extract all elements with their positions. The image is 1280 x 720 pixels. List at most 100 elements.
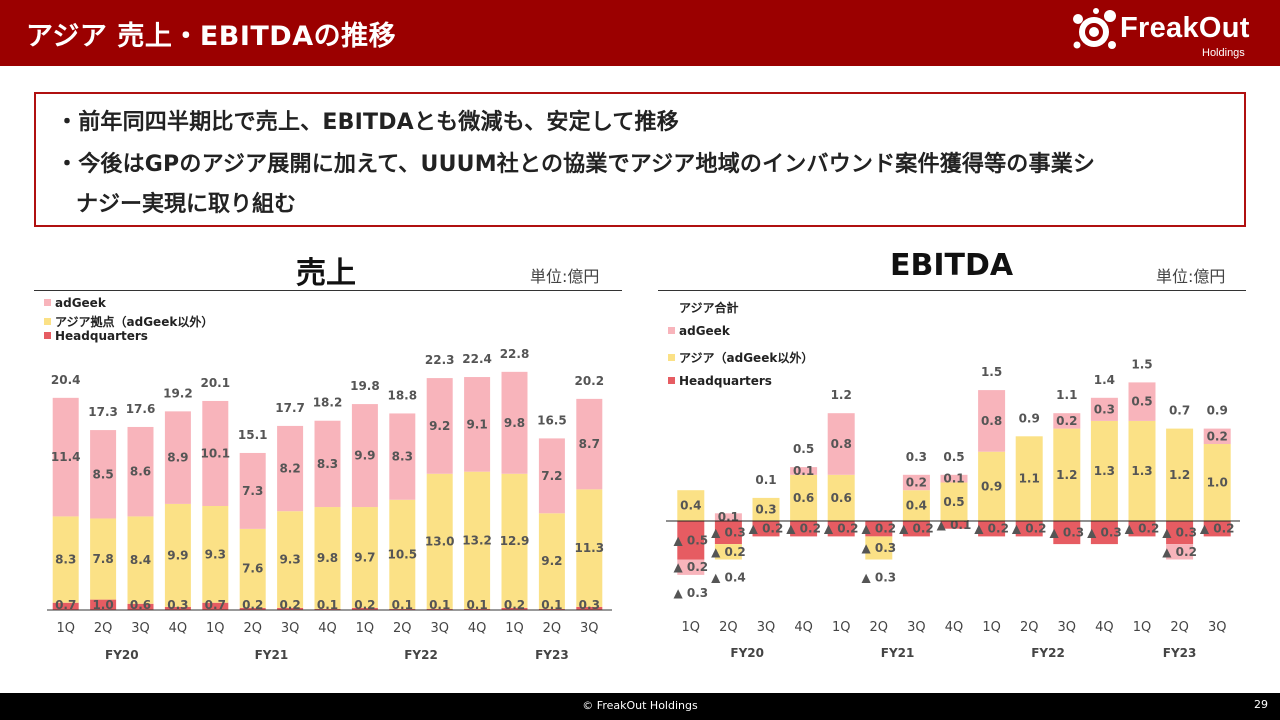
summary-bullet-2-continued: ナジー実現に取り組む <box>76 192 297 217</box>
ebitda-x-tick: 4Q <box>1095 620 1114 635</box>
ebitda-label-asia: 0.4 <box>680 499 701 513</box>
ebitda-bar-asia <box>865 536 893 560</box>
sales-bar-adgeek <box>239 452 266 529</box>
sales-x-tick: 3Q <box>281 621 300 636</box>
sales-label-adgeek: 8.7 <box>579 437 600 451</box>
ebitda-bar-adgeek <box>902 474 930 491</box>
sales-bar-asia <box>90 518 117 600</box>
ebitda-label-asia: 1.2 <box>1056 468 1077 482</box>
sales-label-asia: 9.8 <box>317 551 338 565</box>
sales-label-adgeek: 9.8 <box>504 416 525 430</box>
ebitda-bar-asia <box>1015 436 1043 521</box>
legend-swatch-asia <box>44 318 51 325</box>
sales-label-headquarters: 0.1 <box>466 598 487 612</box>
sales-x-tick: 2Q <box>543 621 562 636</box>
ebitda-label-asia: 0.5 <box>943 495 964 509</box>
ebitda-bar-asia <box>677 490 705 521</box>
ebitda-label-asia: 0.3 <box>755 502 776 516</box>
ebitda-chart-title: EBITDA <box>890 248 1014 283</box>
ebitda-x-tick: 2Q <box>870 620 889 635</box>
ebitda-label-headquarters: ▲ 0.2 <box>1012 522 1047 536</box>
sales-bar-adgeek <box>90 430 117 519</box>
sales-bar-headquarters <box>239 607 266 610</box>
sales-bar-headquarters <box>52 602 79 610</box>
sales-bar-adgeek <box>389 413 416 500</box>
sales-label-asia: 13.2 <box>462 533 492 547</box>
sales-chart: 0.7 8.3 11.4 20.4 1Q 1.0 7.8 8.5 17.3 2Q 0.6 8.4 8.6… <box>47 347 612 662</box>
sales-chart-title: 売上 <box>296 256 356 291</box>
ebitda-label-asia: ▲ 0.2 <box>711 545 746 559</box>
sales-label-total: 22.4 <box>462 352 492 366</box>
ebitda-label-total: ▲ 0.4 <box>711 571 746 585</box>
ebitda-label-asia: 0.9 <box>981 479 1002 493</box>
sales-label-total: 17.7 <box>275 401 305 415</box>
sales-x-tick: 2Q <box>243 621 262 636</box>
sales-bar-asia <box>538 513 565 609</box>
sales-label-headquarters: 0.1 <box>392 598 413 612</box>
ebitda-label-asia: 1.0 <box>1207 476 1228 490</box>
ebitda-bar-headquarters <box>1166 521 1194 545</box>
sales-bar-adgeek <box>164 411 191 504</box>
ebitda-bar-adgeek <box>790 467 818 475</box>
ebitda-label-adgeek: 0.1 <box>793 464 814 478</box>
sales-unit-label: 単位:億円 <box>530 267 600 286</box>
ebitda-fiscal-year-label: FY20 <box>730 646 764 660</box>
ebitda-bar-asia <box>978 451 1006 521</box>
sales-bar-asia <box>501 473 528 608</box>
sales-label-headquarters: 1.0 <box>92 598 113 612</box>
page-title: アジア 売上・EBITDAの推移 <box>26 21 397 52</box>
ebitda-x-tick: 2Q <box>1170 620 1189 635</box>
ebitda-label-adgeek: ▲ 0.2 <box>673 560 708 574</box>
legend-swatch-headquarters <box>44 332 51 339</box>
company-logo: FreakOut Holdings <box>1068 5 1268 62</box>
sales-label-total: 18.8 <box>387 388 417 402</box>
sales-label-headquarters: 0.3 <box>167 598 188 612</box>
sales-label-headquarters: 0.7 <box>55 598 76 612</box>
legend-label: adGeek <box>55 296 106 310</box>
ebitda-bar-asia <box>1166 428 1194 521</box>
sales-label-total: 17.3 <box>88 405 118 419</box>
legend-swatch-adgeek <box>44 299 51 306</box>
ebitda-label-adgeek: 0.5 <box>1131 395 1152 409</box>
sales-bar-headquarters <box>538 608 565 610</box>
sales-bar-headquarters <box>314 608 341 610</box>
sales-label-adgeek: 9.9 <box>354 449 375 463</box>
ebitda-label-headquarters: ▲ 0.2 <box>824 522 859 536</box>
legend-label: Headquarters <box>679 374 772 388</box>
ebitda-bar-asia <box>902 490 930 521</box>
ebitda-bar-headquarters <box>752 521 780 537</box>
ebitda-x-tick: 1Q <box>682 620 701 635</box>
sales-bar-adgeek <box>538 438 565 514</box>
sales-label-asia: 11.3 <box>574 541 604 555</box>
ebitda-bar-headquarters <box>1015 521 1043 537</box>
ebitda-label-total: 0.9 <box>1207 404 1228 418</box>
sales-label-adgeek: 7.3 <box>242 484 263 498</box>
ebitda-label-asia: 0.6 <box>793 491 814 505</box>
ebitda-bar-adgeek <box>1053 413 1081 429</box>
ebitda-label-adgeek: 0.1 <box>718 510 739 524</box>
sales-bar-asia <box>52 516 79 603</box>
ebitda-label-asia: 1.1 <box>1019 472 1040 486</box>
sales-bar-adgeek <box>277 425 304 512</box>
ebitda-x-tick: 3Q <box>757 620 776 635</box>
ebitda-bar-headquarters <box>902 521 930 537</box>
sales-label-asia: 9.3 <box>205 547 226 561</box>
ebitda-label-adgeek: 0.1 <box>943 472 964 486</box>
sales-bar-asia <box>164 503 191 607</box>
sales-label-headquarters: 0.1 <box>541 598 562 612</box>
ebitda-x-tick: 3Q <box>907 620 926 635</box>
sales-bar-adgeek <box>202 400 229 506</box>
sales-label-headquarters: 0.2 <box>354 598 375 612</box>
ebitda-label-total: 1.1 <box>1056 388 1077 402</box>
ebitda-label-headquarters: ▲ 0.3 <box>1162 526 1197 540</box>
sales-label-adgeek: 10.1 <box>200 446 230 460</box>
ebitda-bar-headquarters <box>677 521 705 560</box>
ebitda-label-asia: ▲ 0.3 <box>861 541 896 555</box>
sales-label-adgeek: 8.2 <box>279 462 300 476</box>
sales-label-asia: 12.9 <box>500 534 530 548</box>
ebitda-bar-headquarters <box>1090 521 1118 545</box>
sales-label-adgeek: 11.4 <box>51 450 81 464</box>
ebitda-x-tick: 3Q <box>1208 620 1227 635</box>
ebitda-bar-adgeek <box>1203 428 1231 444</box>
ebitda-fiscal-year-label: FY22 <box>1031 646 1065 660</box>
